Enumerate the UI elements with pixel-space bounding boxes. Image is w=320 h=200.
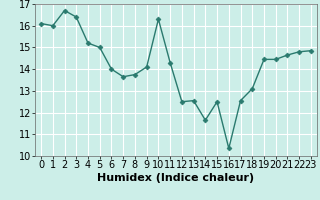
X-axis label: Humidex (Indice chaleur): Humidex (Indice chaleur) [97,173,255,183]
